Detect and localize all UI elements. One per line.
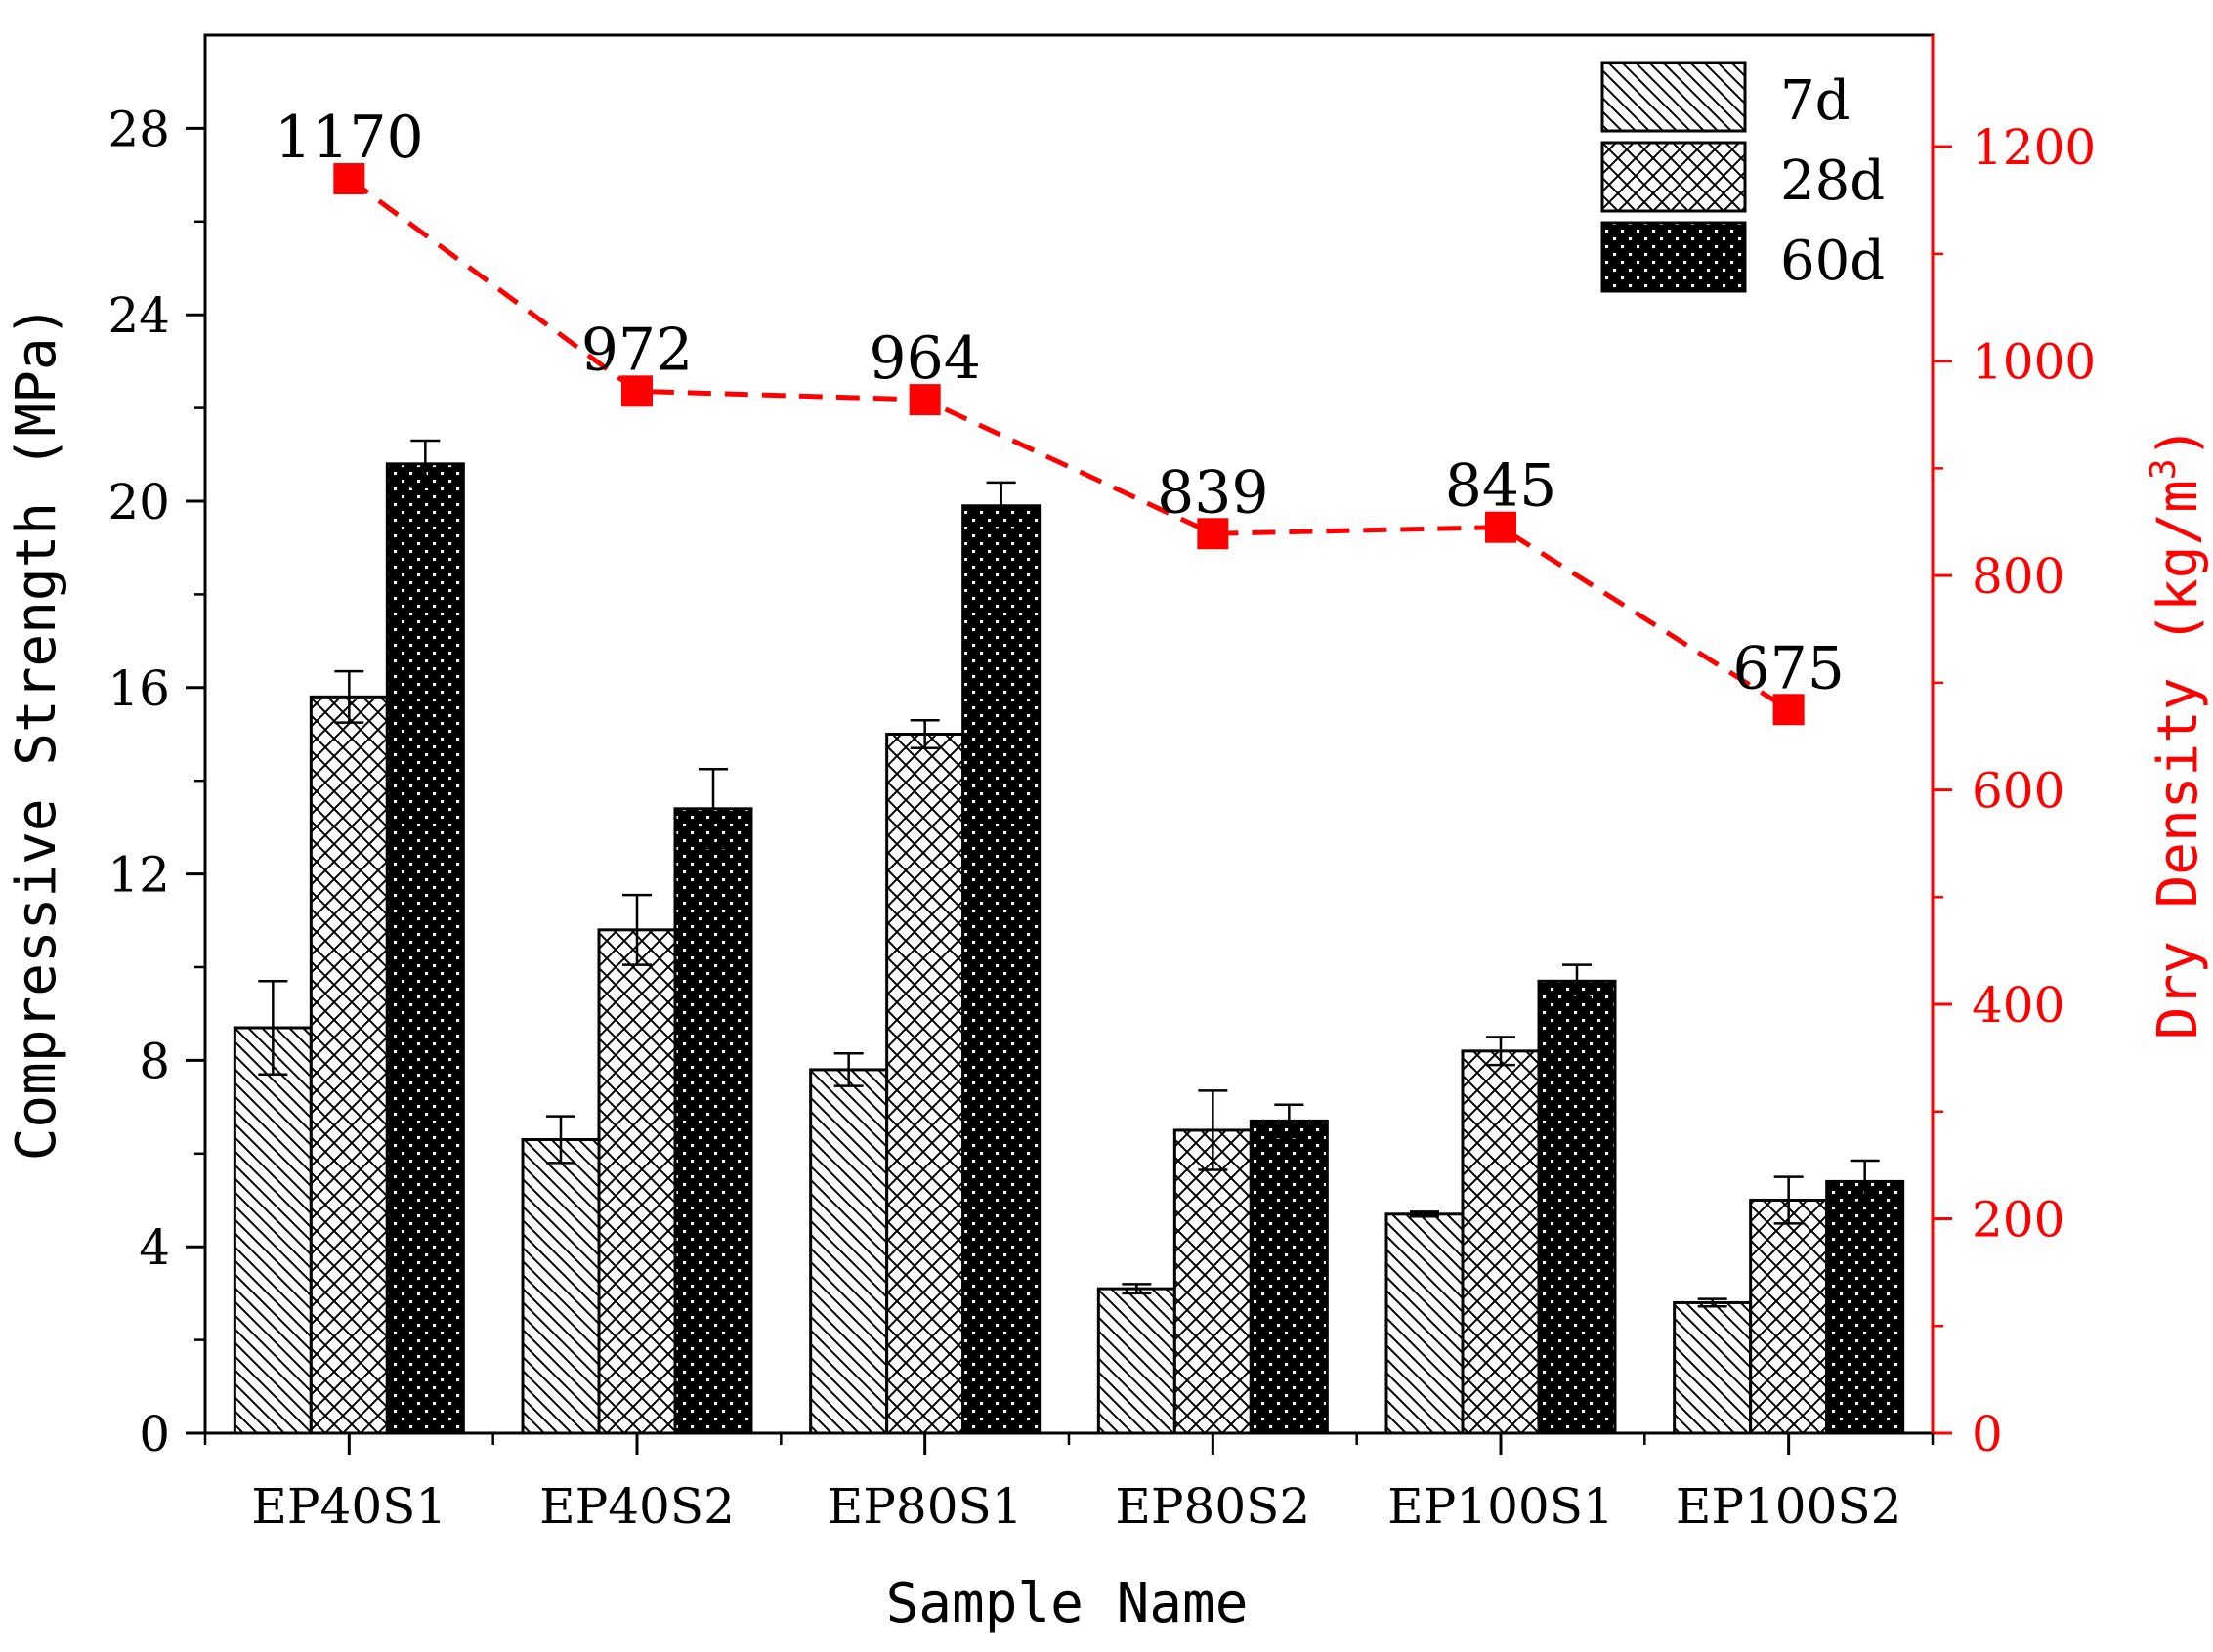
error-bar-60d-EP80S1 xyxy=(986,481,1016,530)
x-tick-label: EP40S2 xyxy=(539,1478,735,1535)
x-tick-label: EP80S1 xyxy=(828,1478,1023,1535)
bar-28d-EP40S1 xyxy=(309,695,389,1435)
bar-7d-EP100S2 xyxy=(1673,1300,1753,1435)
bar-7d-EP80S2 xyxy=(1096,1287,1176,1435)
y2-tick-label: 1200 xyxy=(1972,119,2096,176)
error-bar-7d-EP100S2 xyxy=(1697,1297,1727,1308)
error-bar-28d-EP80S2 xyxy=(1198,1089,1228,1171)
x-tick-label: EP80S2 xyxy=(1115,1478,1310,1535)
error-bar-60d-EP100S1 xyxy=(1562,963,1592,999)
density-label-EP40S1: 1170 xyxy=(275,104,424,172)
error-bar-28d-EP80S1 xyxy=(910,718,940,750)
bar-28d-EP100S2 xyxy=(1749,1199,1829,1435)
legend-swatch-28d xyxy=(1600,141,1747,213)
bar-60d-EP100S2 xyxy=(1825,1179,1905,1435)
y-axis-title: Compressive Strength (MPa) xyxy=(5,305,68,1162)
x-tick-label: EP100S1 xyxy=(1387,1478,1614,1535)
legend-label-60d: 60d xyxy=(1780,230,1885,293)
y-tick-label: 8 xyxy=(139,1033,170,1089)
error-bar-28d-EP100S2 xyxy=(1773,1175,1804,1225)
error-bar-28d-EP40S2 xyxy=(622,893,652,966)
density-point-EP100S2 xyxy=(1772,694,1805,726)
density-point-EP80S2 xyxy=(1197,518,1229,550)
density-line xyxy=(347,177,1791,712)
bar-group xyxy=(233,439,1905,1435)
x-axis-title: Sample Name xyxy=(886,1572,1249,1635)
x-tick-label: EP100S2 xyxy=(1676,1478,1902,1535)
density-point-EP80S1 xyxy=(909,384,941,416)
y2-axis-title: Dry Density (kg/m3) xyxy=(2144,426,2210,1040)
error-bar-60d-EP40S2 xyxy=(699,768,728,850)
error-bar-7d-EP80S2 xyxy=(1122,1283,1152,1295)
bar-60d-EP80S1 xyxy=(961,504,1042,1435)
error-bar-60d-EP40S1 xyxy=(410,439,441,488)
bar-7d-EP80S1 xyxy=(809,1068,889,1435)
bar-60d-EP40S2 xyxy=(673,807,753,1435)
y2-tick-label: 1000 xyxy=(1972,334,2096,391)
density-label-EP100S1: 845 xyxy=(1445,452,1557,521)
y2-tick-label: 600 xyxy=(1972,763,2064,820)
density-point-EP40S2 xyxy=(621,375,653,407)
bar-28d-EP80S2 xyxy=(1172,1128,1253,1435)
y2-axis-title-sup: 3 xyxy=(2144,458,2184,480)
error-bar-7d-EP80S1 xyxy=(833,1051,864,1087)
density-label-EP100S2: 675 xyxy=(1732,634,1845,702)
y2-tick-label: 0 xyxy=(1972,1406,2003,1462)
bar-28d-EP40S2 xyxy=(597,928,677,1435)
density-label-EP80S1: 964 xyxy=(869,324,981,393)
density-series: 1170 972 964 839 845 675 xyxy=(275,104,1845,726)
legend-label-7d: 7d xyxy=(1780,69,1850,133)
y-tick-label: 4 xyxy=(139,1219,170,1276)
legend-swatch-60d xyxy=(1600,221,1747,293)
y-tick-label: 0 xyxy=(139,1406,170,1462)
density-label-EP80S2: 839 xyxy=(1157,458,1269,527)
y2-tick-label: 200 xyxy=(1972,1192,2064,1249)
bar-60d-EP100S1 xyxy=(1537,979,1617,1435)
x-tick-label: EP40S1 xyxy=(251,1478,447,1535)
density-point-EP100S1 xyxy=(1485,511,1516,543)
bar-28d-EP100S1 xyxy=(1461,1049,1541,1435)
legend-label-28d: 28d xyxy=(1780,149,1885,213)
y-tick-label: 28 xyxy=(107,101,170,157)
axes: 0 4 8 12 16 20 24 28 0 200 400 600 800 1000 1200 EP40S1… xyxy=(107,35,2096,1535)
y2-tick-label: 400 xyxy=(1972,977,2064,1034)
y-tick-label: 12 xyxy=(107,847,170,904)
y2-axis-title-main: Dry Density (kg/m xyxy=(2147,480,2210,1039)
error-bar-28d-EP100S1 xyxy=(1486,1036,1515,1067)
density-point-EP40S1 xyxy=(333,163,365,195)
legend: 7d 28d 60d xyxy=(1600,61,1885,293)
error-bar-7d-EP40S1 xyxy=(258,980,288,1076)
bar-7d-EP100S1 xyxy=(1384,1212,1465,1435)
y-tick-label: 16 xyxy=(107,660,170,717)
error-bar-60d-EP80S2 xyxy=(1274,1103,1304,1139)
bar-7d-EP40S2 xyxy=(521,1137,601,1435)
y-tick-label: 20 xyxy=(107,474,170,530)
bar-60d-EP40S1 xyxy=(385,462,465,1435)
density-label-EP40S2: 972 xyxy=(581,316,694,384)
error-bar-7d-EP40S2 xyxy=(546,1115,575,1165)
y2-axis-title-close: ) xyxy=(2147,426,2210,459)
y2-tick-label: 800 xyxy=(1972,548,2064,605)
legend-swatch-7d xyxy=(1600,61,1747,133)
bar-60d-EP80S2 xyxy=(1249,1119,1329,1435)
error-bar-60d-EP100S2 xyxy=(1850,1159,1880,1205)
error-bar-7d-EP100S1 xyxy=(1410,1210,1439,1218)
y-tick-label: 24 xyxy=(107,287,170,344)
error-bar-28d-EP40S1 xyxy=(334,669,364,724)
bar-7d-EP40S1 xyxy=(233,1026,313,1435)
bar-28d-EP80S1 xyxy=(885,733,965,1435)
